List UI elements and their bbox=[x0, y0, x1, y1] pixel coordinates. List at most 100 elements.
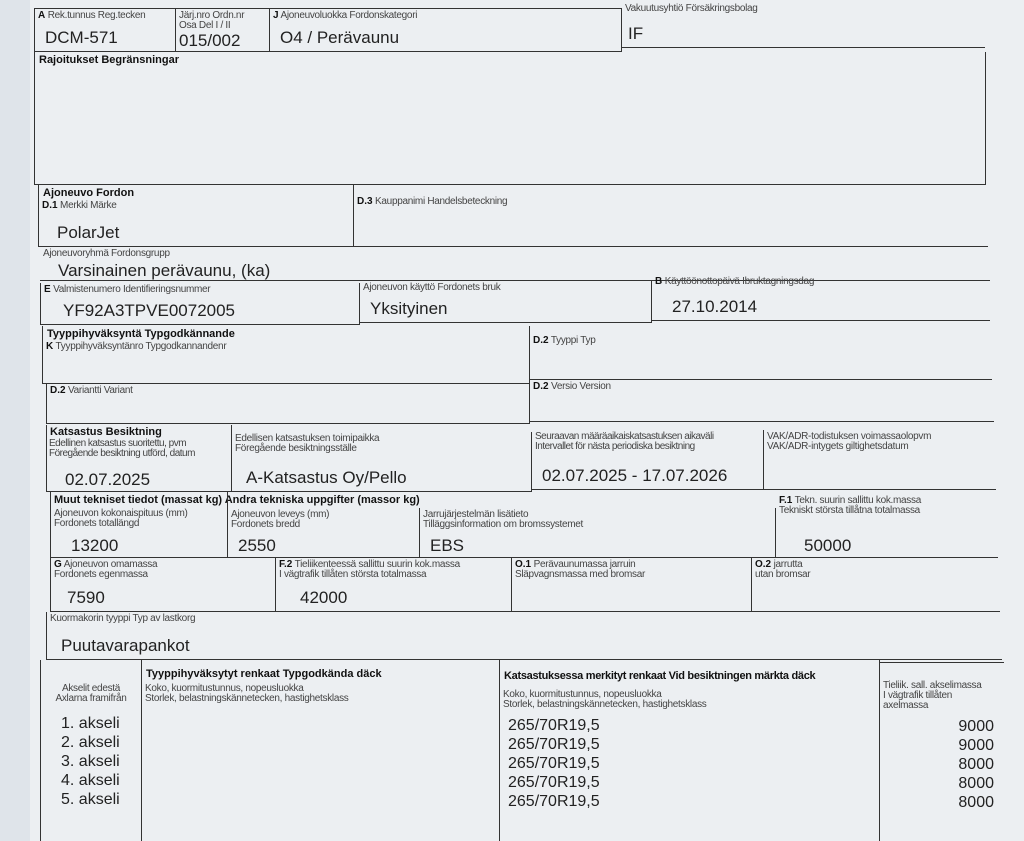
field-code: F.2 bbox=[279, 559, 293, 570]
field-code: F.1 bbox=[779, 495, 793, 506]
section-heading: Ajoneuvo Fordon bbox=[43, 187, 135, 199]
type-approval-number-field: Tyyppihyväksyntä Typgodkännande K Tyyppi… bbox=[42, 326, 530, 384]
column-header: Tyyppihyväksytyt renkaat Typgodkända däc… bbox=[146, 668, 382, 680]
field-label: Tyyppi Typ bbox=[550, 335, 596, 346]
section-heading: Rajoitukset Begränsningar bbox=[39, 54, 179, 66]
next-inspection-interval: 02.07.2025 - 17.07.2026 bbox=[542, 466, 728, 485]
axle-mass-column: Tieliik. sall. akselimassa I vägtrafik t… bbox=[880, 662, 1004, 841]
vehicle-group-field: Ajoneuvoryhmä Fordonsgrupp Varsinainen p… bbox=[40, 248, 990, 281]
field-label: Seuraavan määräaikaiskatsastuksen aikavä… bbox=[535, 431, 714, 452]
registration-number-field: A Rek.tunnus Reg.tecken DCM-571 bbox=[34, 8, 176, 52]
section-heading: Tyyppihyväksyntä Typgodkännande bbox=[47, 328, 235, 340]
field-label: jarrutta utan bromsar bbox=[755, 559, 811, 580]
length-field: Ajoneuvon kokonaispituus (mm) Fordonets … bbox=[50, 492, 228, 558]
field-code: D.2 bbox=[533, 335, 549, 346]
length-value: 13200 bbox=[71, 536, 119, 555]
axle-mass: 8000 bbox=[958, 794, 994, 811]
field-code: O.2 bbox=[755, 559, 772, 570]
make-field: Ajoneuvo Fordon D.1 Merkki Märke PolarJe… bbox=[38, 185, 354, 247]
field-code: D.3 bbox=[357, 196, 373, 207]
field-label: Rek.tunnus Reg.tecken bbox=[47, 10, 146, 21]
field-label: Ajoneuvoryhmä Fordonsgrupp bbox=[43, 248, 170, 259]
marked-tyre-size: 265/70R19,5 bbox=[508, 755, 600, 772]
vehicle-group: Varsinainen perävaunu, (ka) bbox=[58, 261, 271, 280]
field-label: Edellinen katsastus suoritettu, pvm Före… bbox=[49, 438, 195, 459]
vehicle-use-field: Ajoneuvon käyttö Fordonets bruk Yksityin… bbox=[360, 281, 652, 323]
adr-validity-field: VAK/ADR-todistuksen voimassaolopvm VAK/A… bbox=[764, 430, 996, 490]
vin-value: YF92A3TPVE0072005 bbox=[63, 301, 236, 320]
field-code: A bbox=[38, 10, 46, 21]
field-code: K bbox=[46, 341, 54, 352]
field-label: Tekn. suurin sallittu kok.massa Tekniskt… bbox=[779, 495, 921, 516]
approved-tyres-column: Tyyppihyväksytyt renkaat Typgodkända däc… bbox=[142, 660, 500, 841]
make-value: PolarJet bbox=[57, 223, 120, 242]
field-label: Tieliikenteessä sallittu suurin kok.mass… bbox=[279, 559, 460, 580]
unbraked-trailer-mass-field: O.2 jarrutta utan bromsar bbox=[752, 558, 1000, 612]
column-header: Katsastuksessa merkityt renkaat Vid besi… bbox=[504, 670, 816, 682]
field-code: O.1 bbox=[515, 559, 532, 570]
axle-mass: 8000 bbox=[958, 756, 994, 773]
field-code: D.1 bbox=[42, 200, 58, 211]
column-subheader: Koko, kuormitustunnus, nopeusluokka Stor… bbox=[503, 689, 707, 710]
road-max-mass: 42000 bbox=[300, 588, 348, 607]
vehicle-use: Yksityinen bbox=[370, 299, 448, 318]
first-use-date: 27.10.2014 bbox=[672, 297, 758, 316]
axle-mass: 9000 bbox=[958, 737, 994, 754]
insurance-company: IF bbox=[628, 24, 644, 43]
variant-field: D.2 Variantti Variant bbox=[46, 384, 530, 424]
field-label: VAK/ADR-todistuksen voimassaolopvm VAK/A… bbox=[767, 431, 932, 452]
field-code: D.2 bbox=[50, 385, 66, 396]
axle-mass: 9000 bbox=[958, 718, 994, 735]
order-number: 015/002 bbox=[179, 31, 241, 50]
field-label: Jarrujärjestelmän lisätieto Tilläggsinfo… bbox=[423, 509, 583, 530]
insurance-field: Vakuutusyhtiö Försäkringsbolag IF bbox=[622, 2, 985, 48]
axle-label: 1. akseli bbox=[61, 715, 120, 732]
inspection-place: A-Katsastus Oy/Pello bbox=[246, 468, 407, 487]
axle-label: 4. akseli bbox=[61, 772, 120, 789]
column-header: Akselit edestä Axlarna framifrån bbox=[55, 683, 127, 704]
marked-tyre-size: 265/70R19,5 bbox=[508, 736, 600, 753]
axle-mass-list: 9000 9000 8000 8000 8000 bbox=[880, 713, 1004, 812]
width-field: Ajoneuvon leveys (mm) Fordonets bredd 25… bbox=[228, 508, 420, 558]
field-label: Vakuutusyhtiö Försäkringsbolag bbox=[625, 3, 758, 14]
braked-trailer-mass-field: O.1 Perävaunumassa jarruin Släpvagnsmass… bbox=[512, 558, 752, 612]
field-label: Ajoneuvoluokka Fordonskategori bbox=[280, 10, 418, 21]
column-header: Tieliik. sall. akselimassa I vägtrafik t… bbox=[883, 680, 982, 711]
axle-label: 2. akseli bbox=[61, 734, 120, 751]
field-label: Ajoneuvon kokonaispituus (mm) Fordonets … bbox=[54, 508, 188, 529]
marked-tyres-column: Katsastuksessa merkityt renkaat Vid besi… bbox=[500, 660, 880, 841]
axle-label: 5. akseli bbox=[61, 791, 120, 808]
tyre-list: 265/70R19,5 265/70R19,5 265/70R19,5 265/70R… bbox=[500, 712, 879, 811]
trade-name-field: D.3 Kauppanimi Handelsbeteckning bbox=[354, 195, 988, 247]
technical-max-mass-field: F.1 Tekn. suurin sallittu kok.massa Tekn… bbox=[776, 494, 998, 558]
field-label: Järj.nro Ordn.nr Osa Del I / II bbox=[179, 10, 245, 31]
field-label: Variantti Variant bbox=[68, 385, 133, 396]
body-type: Puutavarapankot bbox=[61, 636, 190, 655]
field-label: Merkki Märke bbox=[60, 200, 117, 211]
technical-max-mass: 50000 bbox=[804, 536, 852, 555]
field-label: Kuormakorin tyyppi Typ av lastkorg bbox=[50, 613, 196, 624]
vin-field: E Valmistenumero Identifieringsnummer YF… bbox=[40, 283, 360, 325]
marked-tyre-size: 265/70R19,5 bbox=[508, 717, 600, 734]
field-label: Versio Version bbox=[551, 381, 611, 392]
field-code: J bbox=[273, 10, 279, 21]
field-label: Edellisen katsastuksen toimipaikka Föreg… bbox=[235, 433, 380, 454]
restrictions-field: Rajoitukset Begränsningar bbox=[34, 52, 986, 185]
marked-tyre-size: 265/70R19,5 bbox=[508, 774, 600, 791]
first-use-date-field: B Käyttöönottopäivä Ibruktagningsdag 27.… bbox=[652, 275, 990, 321]
field-label: Kauppanimi Handelsbeteckning bbox=[375, 196, 508, 207]
previous-inspection-date-field: Katsastus Besiktning Edellinen katsastus… bbox=[46, 425, 232, 492]
field-label: Valmistenumero Identifieringsnummer bbox=[53, 284, 211, 295]
marked-tyre-size: 265/70R19,5 bbox=[508, 793, 600, 810]
field-code: G bbox=[54, 559, 62, 570]
curb-mass: 7590 bbox=[67, 588, 105, 607]
field-label: Käyttöönottopäivä Ibruktagningsdag bbox=[664, 276, 815, 287]
brake-info-field: Jarrujärjestelmän lisätieto Tilläggsinfo… bbox=[420, 508, 776, 558]
road-max-mass-field: F.2 Tieliikenteessä sallittu suurin kok.… bbox=[276, 558, 512, 612]
axle-list: 1. akseli 2. akseli 3. akseli 4. akseli 5. a… bbox=[41, 706, 141, 809]
width-value: 2550 bbox=[238, 536, 276, 555]
body-type-field: Kuormakorin tyyppi Typ av lastkorg Puuta… bbox=[46, 612, 1002, 660]
next-inspection-interval-field: Seuraavan määräaikaiskatsastuksen aikavä… bbox=[532, 430, 764, 490]
field-label: Tyyppihyväksyntänro Typgodkannandenr bbox=[55, 341, 227, 352]
order-number-field: Järj.nro Ordn.nr Osa Del I / II 015/002 bbox=[176, 8, 270, 52]
